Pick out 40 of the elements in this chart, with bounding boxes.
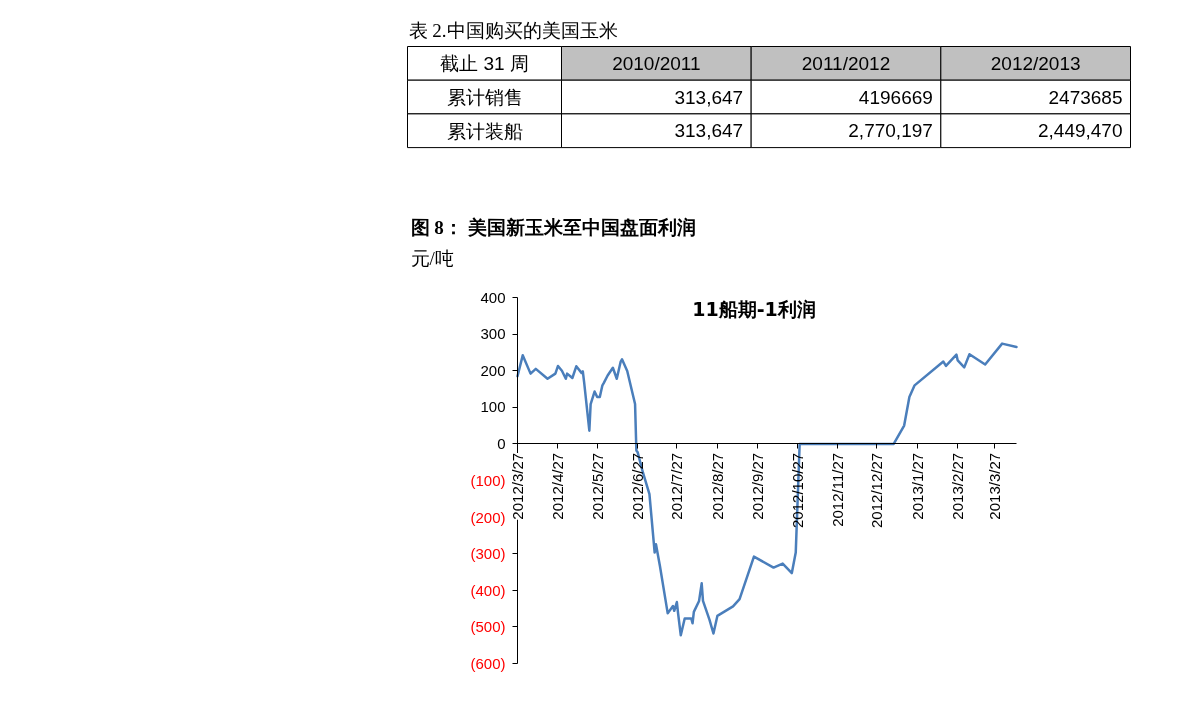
x-tick-label: 2013/3/27 xyxy=(985,452,1003,520)
x-tick-label: 2012/7/27 xyxy=(668,452,686,520)
category-label: 2010/2011 xyxy=(612,52,701,74)
x-tick-label: 2012/8/27 xyxy=(708,452,726,520)
chart-title: 图 8： 美国新玉米至中国盘面利润 xyxy=(410,217,696,238)
x-tick-label: 2013/2/27 xyxy=(949,452,967,520)
x-tick-label: 2012/10/27 xyxy=(788,452,806,528)
text: 表 2.中国购买的美国玉米 xyxy=(408,20,618,41)
x-tick-label: 2013/1/27 xyxy=(908,452,926,520)
y-tick-label: (100) xyxy=(470,472,506,489)
text: 313,647 xyxy=(674,86,744,108)
text: 313,647 xyxy=(674,120,744,142)
y-tick-label: 200 xyxy=(480,361,506,379)
x-tick-label: 2012/3/27 xyxy=(509,452,526,520)
x-tick-label: 2012/12/27 xyxy=(868,452,886,528)
y-tick-label: (300) xyxy=(470,545,506,563)
chart-subtitle: 11船期-1利润 xyxy=(692,297,816,320)
category-label: 累计销售 xyxy=(446,86,523,109)
x-tick-label: 2012/9/27 xyxy=(749,452,767,520)
text: 截止 31 周 xyxy=(440,52,529,74)
category-label: 2012/2013 xyxy=(990,52,1081,74)
category-label: 累计装船 xyxy=(446,119,523,142)
y-tick-label: (600) xyxy=(470,655,506,672)
y-tick-label: (500) xyxy=(470,618,506,636)
text: 2,770,197 xyxy=(848,120,933,142)
y-tick-label: 300 xyxy=(480,325,506,343)
text: 2,449,470 xyxy=(1037,120,1123,142)
x-tick-label: 2012/11/27 xyxy=(829,452,847,527)
x-tick-label: 2012/6/27 xyxy=(629,452,647,520)
y-tick-label: (400) xyxy=(470,581,506,599)
x-tick-label: 2012/4/27 xyxy=(549,452,567,520)
x-tick-label: 2012/5/27 xyxy=(588,452,606,520)
y-tick-label: (200) xyxy=(470,508,506,526)
text: 2473685 xyxy=(1048,86,1123,108)
y-axis-title: 元/吨 xyxy=(410,248,454,269)
y-tick-label: 400 xyxy=(480,288,506,306)
text: 4196669 xyxy=(858,86,933,108)
y-tick-label: 100 xyxy=(480,398,506,416)
category-label: 2011/2012 xyxy=(801,52,891,74)
y-tick-label: 0 xyxy=(497,434,506,452)
